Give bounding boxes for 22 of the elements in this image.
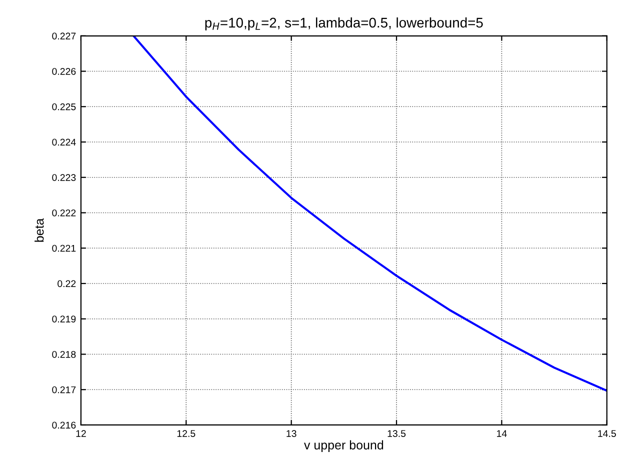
y-tick-label: 0.223	[52, 174, 76, 181]
x-tick-label: 14	[497, 430, 507, 437]
y-tick-label: 0.222	[52, 209, 76, 216]
x-tick-label: 12	[76, 430, 86, 437]
y-tick-label: 0.22	[58, 280, 76, 288]
chart-title: p$_{H}$=10,p$_{L}$=2, s=1, lambda=0.5, lowerbound=5	[205, 17, 483, 30]
y-tick-label: 0.216	[52, 422, 76, 429]
x-tick-label: 14.5	[598, 430, 616, 437]
y-tick-label: 0.221	[52, 244, 76, 252]
y-tick-label: 0.226	[52, 68, 76, 75]
y-tick-label: 0.219	[52, 316, 76, 322]
y-axis-title: beta	[34, 218, 44, 242]
y-tick-label: 0.218	[52, 350, 76, 358]
x-tick-label: 13.5	[388, 430, 406, 437]
x-tick-label: 12.5	[177, 430, 196, 437]
x-tick-label: 13	[286, 430, 296, 437]
y-tick-label: 0.225	[52, 103, 76, 110]
y-tick-label: 0.227	[52, 32, 76, 40]
y-tick-label: 0.224	[52, 138, 76, 146]
x-axis-title: v upper bound	[304, 440, 384, 452]
y-tick-label: 0.217	[52, 386, 76, 394]
line-series	[132, 36, 607, 392]
